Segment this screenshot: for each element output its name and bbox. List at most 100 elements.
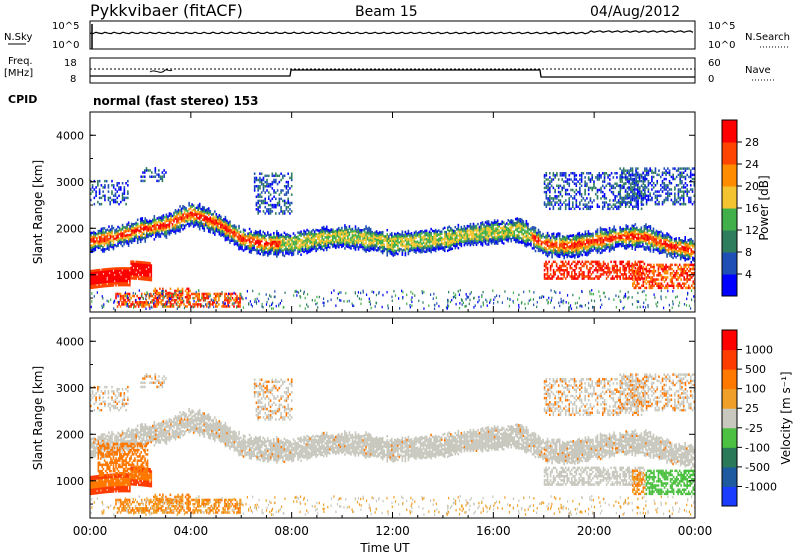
power-echo-cell <box>502 231 505 235</box>
power-echo-cell <box>596 234 599 238</box>
power-echo-cell <box>624 173 627 177</box>
power-echo-cell <box>557 249 559 252</box>
power-echo-cell <box>637 190 639 193</box>
power-echo-cell <box>658 251 661 255</box>
power-echo-cell <box>142 224 145 227</box>
power-echo-cell <box>174 211 177 214</box>
power-echo-cell <box>601 184 604 188</box>
power-echo-cell <box>301 232 304 236</box>
power-echo-cell <box>631 228 634 232</box>
power-echo-cell <box>153 227 156 231</box>
power-echo-cell <box>350 240 352 244</box>
power-echo-cell <box>390 242 393 245</box>
power-echo-cell <box>661 234 664 237</box>
power-echo-cell <box>214 210 216 213</box>
power-echo-cell <box>174 215 177 218</box>
power-echo-cell <box>362 241 364 244</box>
power-echo-cell <box>586 237 588 240</box>
power-echo-cell <box>269 212 272 215</box>
power-echo-cell <box>356 230 358 234</box>
power-echo-cell <box>250 251 252 254</box>
power-echo-cell <box>372 236 375 239</box>
power-echo-cell <box>307 240 310 243</box>
power-echo-cell <box>264 197 267 201</box>
power-echo-cell <box>656 196 659 200</box>
power-echo-cell <box>253 242 255 245</box>
power-echo-cell <box>386 235 389 238</box>
power-echo-cell <box>566 238 569 242</box>
power-echo-cell <box>194 213 196 216</box>
power-echo-cell <box>96 275 98 278</box>
power-echo-cell <box>580 192 583 196</box>
power-echo-cell <box>614 243 617 246</box>
power-echo-cell <box>138 231 140 235</box>
power-echo-cell <box>111 275 114 279</box>
power-echo-cell <box>344 240 346 244</box>
power-echo-cell <box>557 234 559 237</box>
power-echo-cell <box>158 179 160 183</box>
power-echo-cell <box>150 228 153 232</box>
power-echo-cell <box>527 243 529 247</box>
power-echo-cell <box>344 234 346 238</box>
power-echo-cell <box>165 213 168 216</box>
power-echo-cell <box>335 233 337 237</box>
power-echo-cell <box>257 245 260 248</box>
power-echo-cell <box>322 244 325 248</box>
power-echo-cell <box>545 238 547 242</box>
power-echo-cell <box>257 239 260 242</box>
power-echo-cell <box>336 230 339 233</box>
power-echo-cell <box>575 201 578 204</box>
power-echo-cell <box>570 178 572 181</box>
power-echo-cell <box>549 176 551 179</box>
power-echo-cell <box>487 226 490 229</box>
power-echo-cell <box>324 236 327 239</box>
power-echo-cell <box>203 227 206 230</box>
power-echo-cell <box>401 234 404 238</box>
power-echo-cell <box>135 234 137 237</box>
power-echo-cell <box>596 242 599 246</box>
power-echo-cell <box>586 253 588 257</box>
power-echo-cell <box>566 188 569 192</box>
power-echo-cell <box>365 242 367 245</box>
power-echo-cell <box>478 227 481 231</box>
power-echo-cell <box>155 227 157 230</box>
power-echo-cell <box>345 228 348 231</box>
power-echo-cell <box>341 230 343 234</box>
power-echo-cell <box>291 251 293 255</box>
power-echo-cell <box>143 179 146 183</box>
power-echo-cell <box>590 243 593 246</box>
power-echo-cell <box>675 241 677 244</box>
power-echo-cell <box>649 233 652 236</box>
power-echo-cell <box>100 184 103 187</box>
power-echo-cell <box>274 244 277 248</box>
power-echo-cell <box>149 175 151 178</box>
power-echo-cell <box>430 236 432 239</box>
power-echo-cell <box>581 237 584 240</box>
power-echo-cell <box>201 207 204 211</box>
power-echo-cell <box>574 247 576 251</box>
power-echo-cell <box>428 234 431 238</box>
power-echo-cell <box>505 230 508 234</box>
power-echo-cell <box>121 273 124 276</box>
power-echo-cell <box>142 226 145 229</box>
power-echo-cell <box>654 190 657 193</box>
power-echo-cell <box>456 242 458 246</box>
power-echo-cell <box>116 182 119 185</box>
power-echo-cell <box>380 231 382 234</box>
power-echo-cell <box>173 215 175 219</box>
power-echo-cell <box>94 240 97 243</box>
power-echo-cell <box>661 244 664 248</box>
power-echo-cell <box>569 251 572 254</box>
power-echo-cell <box>247 236 249 240</box>
power-echo-cell <box>636 232 638 236</box>
power-echo-cell <box>118 194 120 198</box>
power-echo-cell <box>621 173 623 177</box>
power-echo-cell <box>413 231 416 235</box>
power-echo-cell <box>554 240 556 243</box>
power-echo-cell <box>269 243 272 247</box>
power-echo-cell <box>601 248 603 252</box>
power-echo-cell <box>674 200 676 204</box>
power-echo-cell <box>439 236 441 240</box>
power-echo-cell <box>171 214 174 218</box>
power-echo-cell <box>97 285 100 289</box>
